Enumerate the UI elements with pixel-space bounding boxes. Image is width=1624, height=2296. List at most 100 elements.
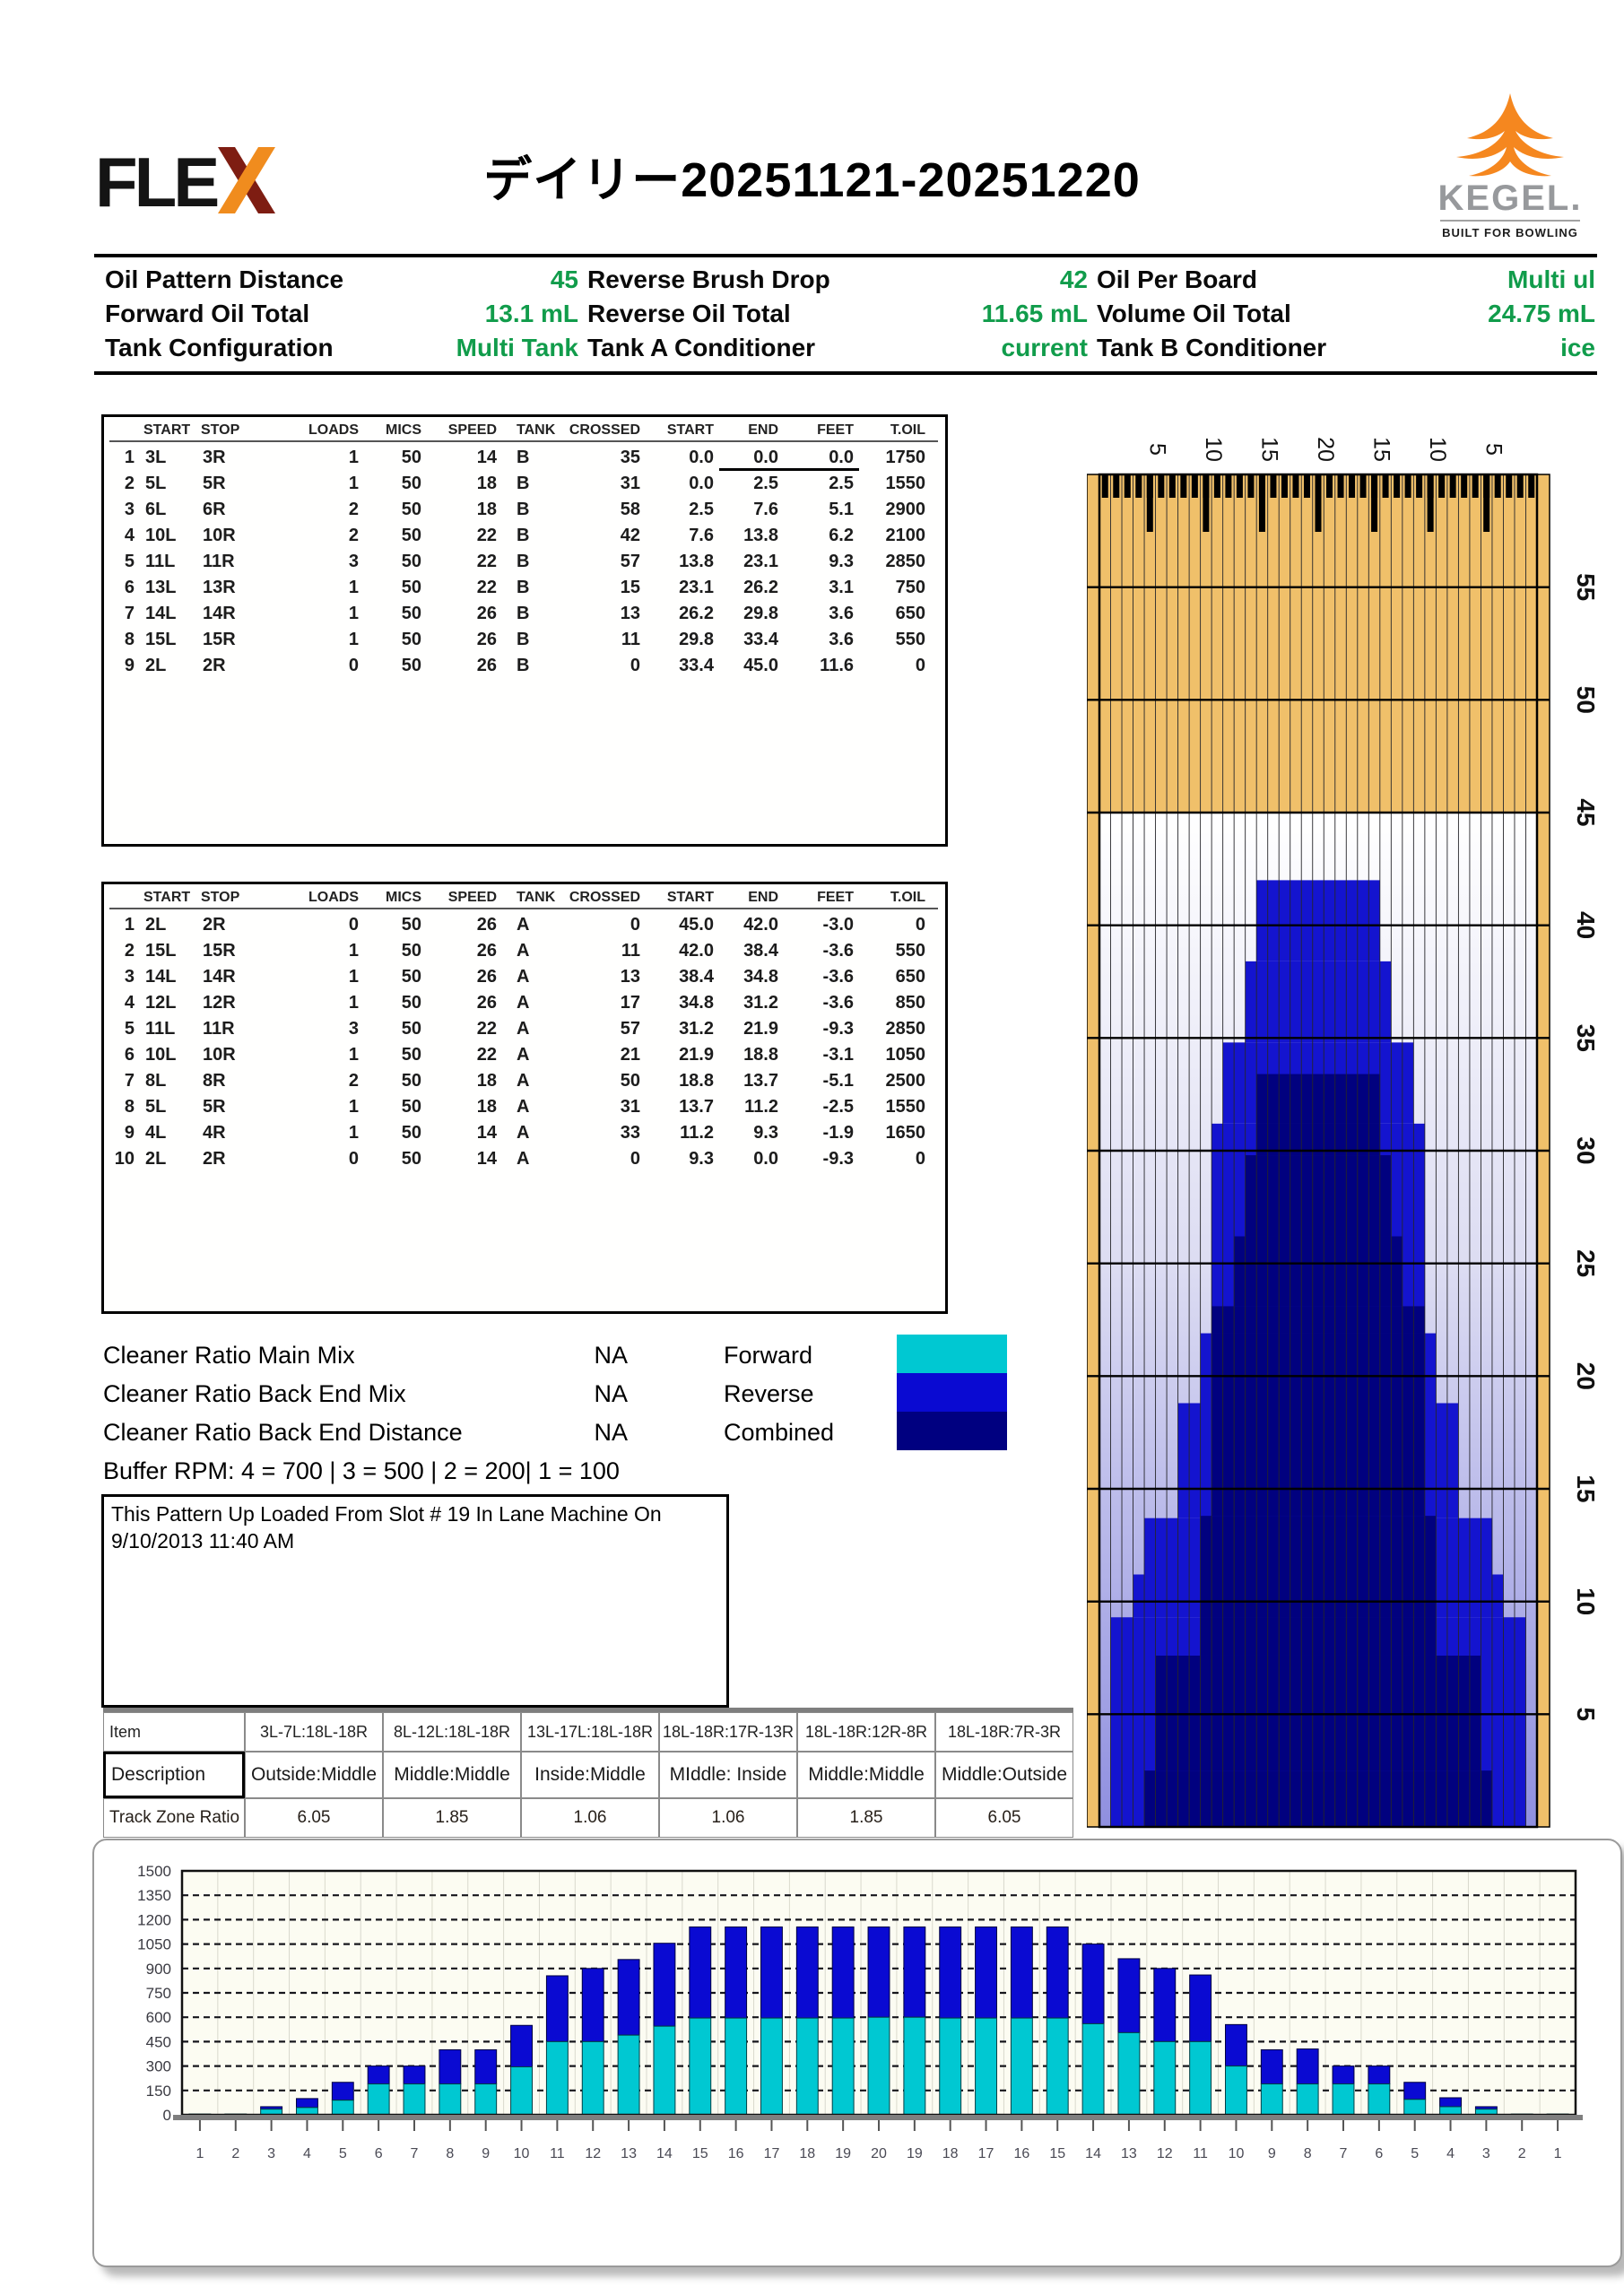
- run-col-header: LOADS: [308, 422, 359, 438]
- run-cell: 0: [348, 656, 359, 675]
- run-cell: 33.4: [679, 656, 714, 675]
- x-axis-tick-label: 2: [1518, 2146, 1526, 2161]
- bar-reverse: [653, 1943, 676, 2027]
- bar-forward: [581, 2040, 604, 2116]
- zone-cell: Middle:Outside: [935, 1752, 1073, 1798]
- x-axis-tick-label: 4: [303, 2146, 311, 2161]
- x-axis-tick-label: 7: [1340, 2146, 1348, 2161]
- cleaner-section: Cleaner Ratio Main Mix NA Forward Cleane…: [103, 1336, 1090, 1485]
- run-cell: 42.0: [679, 941, 714, 961]
- run-cell: 50: [401, 967, 421, 987]
- bar-reverse: [296, 2098, 318, 2109]
- run-cell: 26.2: [743, 578, 778, 597]
- run-cell: 33: [620, 1123, 640, 1143]
- run-cell: -1.9: [822, 1123, 854, 1143]
- run-cell: 550: [895, 941, 925, 961]
- run-table-row: 5 11L 11R 3 50 22 B 57 13.8 23.1 9.3 2850: [109, 549, 938, 575]
- run-cell: 10R: [203, 1045, 236, 1065]
- run-cell: 12L: [145, 993, 177, 1013]
- run-cell: 0.0: [689, 448, 714, 467]
- x-axis-tick-label: 10: [1229, 2146, 1245, 2161]
- run-cell: A: [517, 1045, 530, 1065]
- x-axis-tick-label: 19: [835, 2146, 851, 2161]
- x-axis-tick-label: 5: [339, 2146, 347, 2161]
- run-cell: 2850: [885, 1019, 926, 1039]
- run-table-header: START STOP LOADS MICS SPEED TANK CROSSED START E…: [109, 422, 938, 442]
- run-cell: 850: [895, 993, 925, 1013]
- distance-label: 30: [1572, 1136, 1600, 1164]
- zone-cell: 18L-18R:12R-8R: [797, 1712, 935, 1752]
- run-cell: 13L: [145, 578, 177, 597]
- zone-cell: 13L-17L:18L-18R: [521, 1712, 659, 1752]
- zone-cell: 18L-18R:17R-13R: [659, 1712, 797, 1752]
- run-col-header: LOADS: [308, 890, 359, 905]
- bar-reverse: [617, 1959, 640, 2036]
- run-cell: 50: [401, 474, 421, 493]
- run-cell: 42.0: [743, 915, 778, 935]
- x-axis-tick-label: 9: [1268, 2146, 1276, 2161]
- distance-label: 20: [1572, 1362, 1600, 1390]
- run-cell: 2R: [203, 1149, 226, 1169]
- run-cell: 50: [401, 1149, 421, 1169]
- run-cell: 1650: [885, 1123, 926, 1143]
- zone-cell: Middle:Middle: [383, 1752, 521, 1798]
- run-cell: 15: [620, 578, 640, 597]
- run-cell: 23.1: [679, 578, 714, 597]
- run-cell: 8: [124, 630, 135, 649]
- flex-logo-text: FLE: [95, 142, 220, 222]
- run-cell: 550: [895, 630, 925, 649]
- run-table-row: 4 10L 10R 2 50 22 B 42 7.6 13.8 6.2 2100: [109, 523, 938, 549]
- run-cell: 50: [401, 526, 421, 545]
- run-cell: 26: [476, 604, 497, 623]
- run-cell: 3R: [203, 448, 226, 467]
- bar-reverse: [1439, 2097, 1462, 2108]
- run-cell: 26.2: [679, 604, 714, 623]
- run-cell: 14L: [145, 967, 177, 987]
- info-value: Multi Tank: [456, 334, 578, 361]
- run-cell: 13.7: [679, 1097, 714, 1117]
- x-axis-tick-label: 14: [656, 2146, 673, 2161]
- run-col-header: START: [666, 422, 714, 438]
- run-cell: 2: [124, 474, 135, 493]
- flex-logo: FLE: [95, 142, 276, 222]
- distance-label: 15: [1572, 1474, 1600, 1502]
- bar-reverse: [581, 1968, 604, 2042]
- run-cell: 3: [348, 552, 359, 571]
- run-cell: 50: [401, 1045, 421, 1065]
- run-cell: 26: [476, 915, 497, 935]
- board-number-label: 10: [1425, 437, 1450, 462]
- run-cell: 14: [476, 1123, 497, 1143]
- run-cell: -9.3: [822, 1019, 854, 1039]
- run-cell: 9: [124, 1123, 135, 1143]
- zone-cell: Item: [103, 1712, 245, 1752]
- run-cell: 2500: [885, 1071, 926, 1091]
- run-cell: B: [517, 448, 530, 467]
- run-cell: A: [517, 1097, 530, 1117]
- run-col-header: MICS: [386, 422, 421, 438]
- run-cell: B: [517, 656, 530, 675]
- run-cell: -3.6: [822, 941, 854, 961]
- run-cell: 18.8: [679, 1071, 714, 1091]
- bar-forward: [1153, 2040, 1177, 2116]
- run-cell: 1550: [885, 474, 926, 493]
- run-cell: 3: [348, 1019, 359, 1039]
- info-value: 45: [550, 265, 578, 293]
- info-value: 11.65 mL: [981, 300, 1088, 327]
- run-cell: 0: [630, 656, 640, 675]
- cleaner-row: Cleaner Ratio Main Mix NA Forward: [103, 1336, 1090, 1375]
- run-cell: 50: [401, 500, 421, 519]
- run-cell: 1: [348, 630, 359, 649]
- run-cell: 13.7: [743, 1071, 778, 1091]
- run-cell: 50: [401, 578, 421, 597]
- legend-swatch-reverse: [897, 1373, 1007, 1412]
- run-col-header: T.OIL: [890, 422, 925, 438]
- run-table-row: 5 11L 11R 3 50 22 A 57 31.2 21.9 -9.3 2850: [109, 1016, 938, 1042]
- run-table-row: 1 2L 2R 0 50 26 A 0 45.0 42.0 -3.0 0: [109, 912, 938, 938]
- reverse-run-table: START STOP LOADS MICS SPEED TANK CROSSED START E…: [101, 882, 948, 1314]
- run-cell: 1: [348, 578, 359, 597]
- run-cell: 50: [401, 1097, 421, 1117]
- zone-cell: 6.05: [935, 1798, 1073, 1838]
- run-cell: -3.6: [822, 967, 854, 987]
- run-cell: 2.5: [753, 474, 778, 493]
